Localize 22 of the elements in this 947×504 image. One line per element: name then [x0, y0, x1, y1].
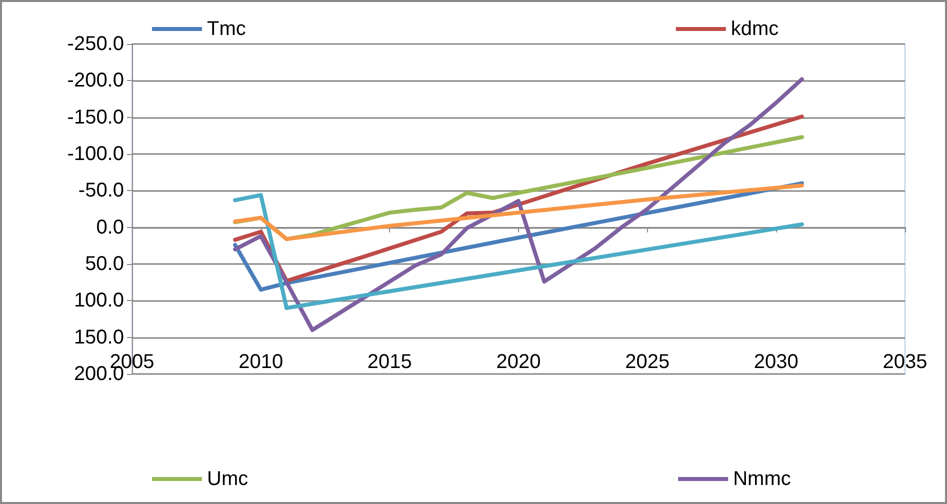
legend-label: Nmmc — [733, 468, 791, 490]
y-tick-label: 100.0 — [74, 290, 124, 312]
legend-label: Tmc — [207, 18, 246, 40]
y-tick-label: -150.0 — [67, 106, 124, 128]
legend-label: kdmc — [730, 18, 779, 40]
x-tick-label: 2035 — [882, 351, 928, 373]
x-tick-label: 2015 — [367, 351, 412, 373]
y-tick-label: 0.0 — [96, 216, 124, 238]
legend-label: Umc — [207, 468, 248, 490]
y-tick-label: -50.0 — [78, 180, 124, 202]
y-tick-label: 150.0 — [74, 326, 124, 348]
y-tick-label: 50.0 — [85, 253, 124, 275]
y-tick-label: -100.0 — [67, 143, 124, 165]
line-series — [233, 77, 804, 332]
line-series — [233, 184, 804, 242]
line-series — [233, 193, 804, 310]
y-tick-label: -200.0 — [67, 70, 124, 92]
x-tick-label: 2030 — [754, 351, 798, 373]
y-tick-label: -250.0 — [67, 33, 124, 55]
x-tick-label: 2025 — [625, 351, 670, 373]
x-tick-label: 2010 — [238, 351, 284, 373]
x-tick-label: 2020 — [496, 351, 541, 373]
